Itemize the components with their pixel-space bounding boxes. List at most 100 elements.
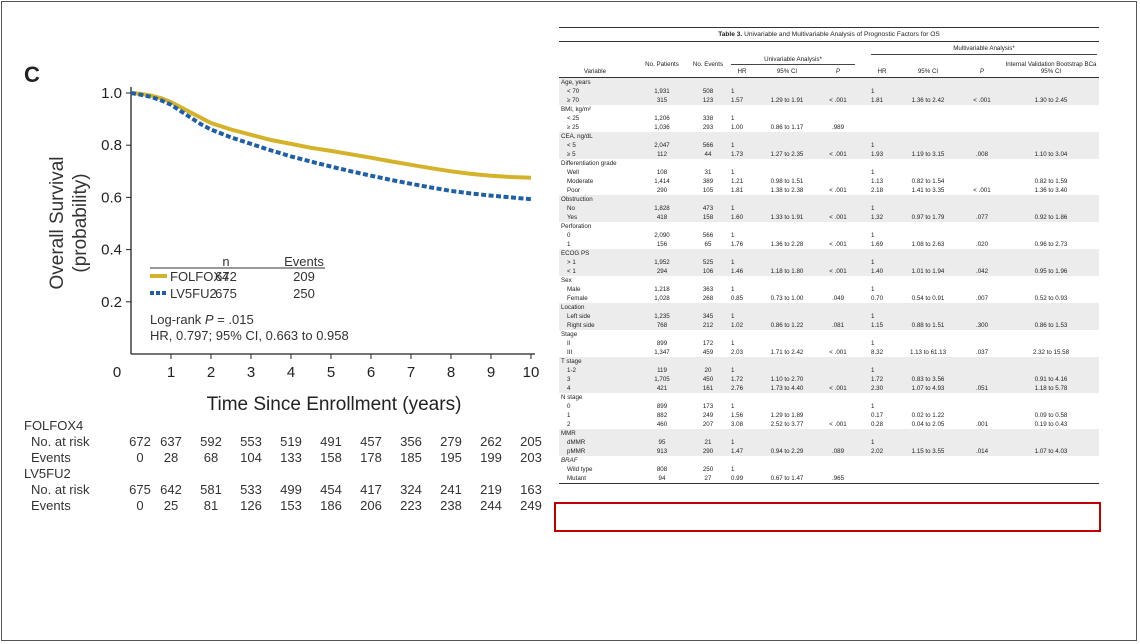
table-cell: 1 bbox=[731, 340, 735, 347]
table-cell: 158 bbox=[702, 214, 714, 221]
table-row: Female 1,028 268 0.85 0.73 to 1.00 .049 0.70 0.… bbox=[559, 294, 1099, 303]
risk-value: 158 bbox=[320, 450, 342, 465]
table-cell: Wild type bbox=[567, 466, 593, 473]
risk-value: 219 bbox=[480, 482, 502, 497]
table-cell: 1,347 bbox=[654, 349, 670, 356]
table-cell: 345 bbox=[702, 313, 714, 320]
x-tick-label: 3 bbox=[247, 364, 255, 381]
table-row: Moderate 1,414 389 1.21 0.98 to 1.51 1.13 0.82… bbox=[559, 177, 1099, 186]
table-row: No 1,828 473 1 1 bbox=[559, 204, 1099, 213]
table-cell: 1,028 bbox=[654, 295, 670, 302]
table-cell: 1.18 to 5.78 bbox=[1034, 385, 1068, 392]
risk-value: 0 bbox=[136, 498, 144, 513]
table-cell: 1,828 bbox=[654, 205, 670, 212]
table-cell: 1 bbox=[731, 115, 735, 122]
table-cell: .089 bbox=[831, 448, 845, 455]
table-cell: Male bbox=[567, 286, 581, 293]
table-row: III 1,347 459 2.03 1.71 to 2.42 < .001 8.32 1.1… bbox=[559, 348, 1099, 357]
table-cell: 1.36 to 3.40 bbox=[1034, 187, 1068, 194]
table-row: 1 156 65 1.76 1.36 to 2.28 < .001 1.69 1.08 to … bbox=[559, 240, 1099, 249]
table-cell: 1.56 bbox=[731, 412, 744, 419]
risk-value: 28 bbox=[163, 450, 179, 465]
table-group-header: MMR bbox=[559, 429, 1099, 438]
risk-value: 672 bbox=[129, 434, 151, 449]
risk-value: 244 bbox=[480, 498, 502, 513]
panel-label: C bbox=[24, 62, 40, 87]
table-cell: 1.07 to 4.03 bbox=[1034, 448, 1068, 455]
table-cell: < .001 bbox=[829, 421, 847, 428]
table-row: < 25 1,206 338 1 bbox=[559, 114, 1099, 123]
table-cell: < 25 bbox=[567, 115, 580, 122]
table-cell: 0.86 to 1.17 bbox=[770, 124, 804, 131]
table-cell: No bbox=[567, 205, 575, 212]
col-bootstrap: Internal Validation Bootstrap BCa 95% CI bbox=[1005, 61, 1097, 75]
table-cell: 1 bbox=[871, 439, 875, 446]
table-cell: .049 bbox=[831, 295, 845, 302]
table-cell: Left side bbox=[567, 313, 591, 320]
legend-n-header: n bbox=[222, 254, 229, 269]
table-cell: 1.73 to 4.40 bbox=[770, 385, 804, 392]
table-row: 2 460 207 3.08 2.52 to 3.77 < .001 0.28 0.04 to… bbox=[559, 420, 1099, 429]
table-cell: 525 bbox=[702, 259, 714, 266]
table-cell: 1,414 bbox=[654, 178, 670, 185]
table-cell: 1 bbox=[731, 466, 735, 473]
risk-value: 457 bbox=[360, 434, 382, 449]
risk-value: 454 bbox=[320, 482, 342, 497]
survival-curve-folfox4 bbox=[130, 91, 532, 180]
prognostic-table: Table 3. Univariable and Multivariable A… bbox=[559, 27, 1099, 484]
table-cell: Right side bbox=[567, 322, 595, 329]
table-cell: 0.70 bbox=[871, 295, 884, 302]
table-cell: 1.41 to 3.35 bbox=[911, 187, 945, 194]
risk-value: 324 bbox=[400, 482, 422, 497]
legend-label-folfox4: FOLFOX4 bbox=[170, 269, 229, 284]
table-cell: 2.32 to 15.58 bbox=[1032, 349, 1070, 356]
table-row: 0 2,090 566 1 1 bbox=[559, 231, 1099, 240]
table-bottom-rule bbox=[559, 483, 1099, 484]
legend-events-lv5fu2: 250 bbox=[293, 286, 315, 301]
table-cell: 112 bbox=[657, 151, 667, 158]
table-cell: 1 bbox=[871, 142, 875, 149]
table-cell: 0.97 to 1.79 bbox=[911, 214, 945, 221]
table-cell: 1.46 bbox=[731, 268, 744, 275]
table-cell: 95 bbox=[658, 439, 666, 446]
table-cell: 0.96 to 2.73 bbox=[1034, 241, 1068, 248]
table-cell: 566 bbox=[702, 142, 714, 149]
x-tick-label: 4 bbox=[287, 364, 295, 381]
legend-label-lv5fu2: LV5FU2 bbox=[170, 286, 217, 301]
risk-row-label: Events bbox=[31, 450, 71, 465]
risk-value: 249 bbox=[520, 498, 542, 513]
table-cell: 1 bbox=[567, 241, 571, 248]
risk-value: 581 bbox=[200, 482, 222, 497]
table-group-header: Stage bbox=[559, 330, 1099, 339]
table-cell: 0.83 to 3.56 bbox=[911, 376, 945, 383]
x-axis-label: Time Since Enrollment (years) bbox=[207, 394, 462, 415]
table-cell: 1.81 bbox=[731, 187, 744, 194]
risk-value: 262 bbox=[480, 434, 502, 449]
table-cell: 1.07 to 4.93 bbox=[911, 385, 945, 392]
table-cell: 0.52 to 0.93 bbox=[1034, 295, 1068, 302]
x-tick-label: 1 bbox=[167, 364, 175, 381]
table-row: dMMR 95 21 1 1 bbox=[559, 438, 1099, 447]
table-cell: 473 bbox=[702, 205, 714, 212]
risk-value: 279 bbox=[440, 434, 462, 449]
table-cell: 1,931 bbox=[654, 88, 670, 95]
risk-value: 153 bbox=[280, 498, 302, 513]
table-cell: .965 bbox=[831, 475, 845, 482]
table-group-header: CEA, ng/dL bbox=[559, 132, 1099, 141]
table-cell: II bbox=[567, 340, 571, 347]
risk-value: 592 bbox=[200, 434, 222, 449]
table-cell: 105 bbox=[702, 187, 714, 194]
table-cell: .300 bbox=[975, 322, 989, 329]
table-cell: 0.98 to 1.51 bbox=[770, 178, 804, 185]
risk-value: 206 bbox=[360, 498, 382, 513]
risk-value: 519 bbox=[280, 434, 302, 449]
table-group-header: Perforation bbox=[559, 222, 1099, 231]
table-cell: 123 bbox=[702, 97, 714, 104]
table-cell: 1 bbox=[731, 286, 735, 293]
table-cell: 1.01 to 1.94 bbox=[911, 268, 945, 275]
table-row: 4 421 161 2.76 1.73 to 4.40 < .001 2.30 1.07 to… bbox=[559, 384, 1099, 393]
table-cell: 1,952 bbox=[654, 259, 670, 266]
table-cell: 8.32 bbox=[871, 349, 884, 356]
table-group-header: Age, years bbox=[559, 78, 1099, 87]
table-cell: 1.15 to 3.55 bbox=[911, 448, 945, 455]
